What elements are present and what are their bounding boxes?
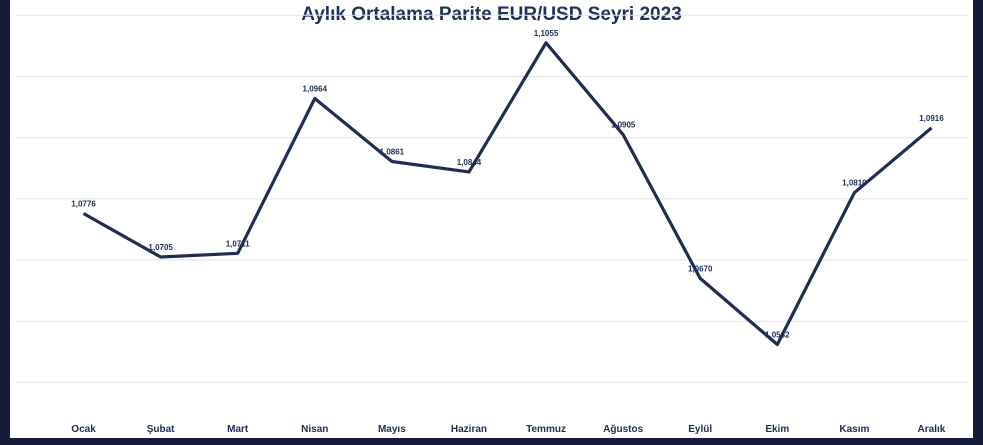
- x-tick-label: Ekim: [765, 424, 789, 435]
- data-label: 1,0844: [457, 158, 482, 167]
- data-label: 1,1055: [534, 29, 559, 38]
- data-label: 1,0776: [71, 200, 96, 209]
- chart-panel: Aylık Ortalama Parite EUR/USD Seyri 2023…: [10, 0, 973, 438]
- data-label: 1,0705: [148, 243, 173, 252]
- x-tick-label: Ağustos: [603, 424, 643, 435]
- x-tick-label: Haziran: [451, 424, 487, 435]
- x-tick-label: Mayıs: [378, 424, 406, 435]
- x-tick-label: Aralık: [918, 424, 946, 435]
- x-tick-label: Temmuz: [526, 424, 566, 435]
- data-label: 1,0810: [842, 179, 867, 188]
- data-label: 1,0905: [611, 121, 636, 130]
- data-label: 1,0562: [765, 330, 790, 339]
- data-label: 1,0861: [380, 148, 405, 157]
- x-tick-label: Eylül: [688, 424, 712, 435]
- series-line: [82, 41, 933, 347]
- x-tick-label: Mart: [227, 424, 249, 435]
- x-tick-label: Nisan: [301, 424, 328, 435]
- x-tick-label: Şubat: [147, 424, 175, 435]
- chart-title: Aylık Ortalama Parite EUR/USD Seyri 2023: [301, 4, 682, 25]
- data-label: 1,0670: [688, 264, 713, 273]
- line-chart: 1,0776 1,0705 1,0711 1,0964 1,0861 1,0844 1,10…: [15, 14, 968, 435]
- x-tick-label: Kasım: [839, 424, 869, 435]
- data-label: 1,0916: [919, 114, 944, 123]
- data-label: 1,0964: [303, 85, 328, 94]
- data-label: 1,0711: [226, 239, 251, 248]
- x-tick-label: Ocak: [71, 424, 96, 435]
